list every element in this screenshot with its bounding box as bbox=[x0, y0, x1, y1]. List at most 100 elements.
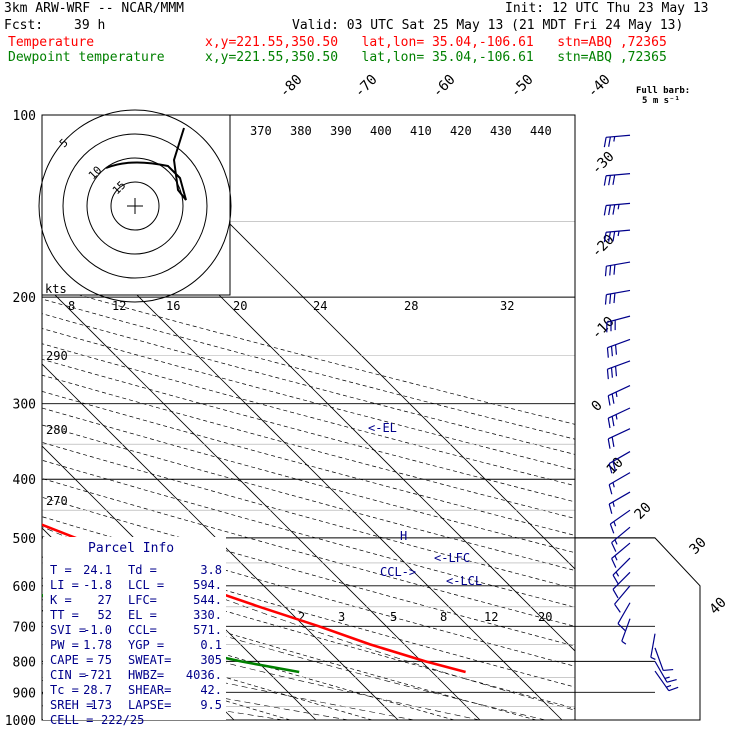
mixing-ratio-label: 8 bbox=[440, 610, 447, 624]
barb-staff bbox=[612, 571, 631, 590]
barb-flag bbox=[614, 539, 618, 545]
barb-flag bbox=[613, 293, 616, 304]
pressure-tick-label: 100 bbox=[13, 109, 36, 124]
wind-barb bbox=[608, 472, 631, 495]
barb-staff bbox=[609, 509, 631, 525]
model-title: 3km ARW-WRF -- NCAR/MMM bbox=[4, 1, 185, 16]
barb-flag bbox=[609, 523, 615, 534]
parcel-label: LI = bbox=[50, 578, 79, 592]
parcel-value: 594. bbox=[193, 578, 222, 592]
parcel-label: SWEAT= bbox=[128, 653, 171, 667]
parcel-value: -1.8 bbox=[83, 578, 112, 592]
barb-flag bbox=[612, 588, 619, 599]
barb-flag bbox=[603, 232, 607, 243]
barb-staff bbox=[606, 229, 631, 233]
wind-barb bbox=[612, 557, 631, 585]
barb-flag bbox=[612, 574, 619, 585]
parcel-value: 24.1 bbox=[83, 563, 112, 577]
pressure-tick-label: 400 bbox=[13, 473, 36, 488]
barb-staff bbox=[606, 202, 631, 207]
init-time: Init: 12 UTC Thu 23 May 13 bbox=[505, 1, 709, 16]
parcel-value: 305 bbox=[200, 653, 222, 667]
temperature-location: x,y=221.55,350.50 lat,lon= 35.04,-106.61… bbox=[205, 35, 667, 50]
barb-flag bbox=[612, 461, 617, 472]
parcel-label: YGP = bbox=[128, 638, 164, 652]
wind-barb bbox=[606, 360, 631, 380]
parcel-value: 173 bbox=[90, 698, 112, 712]
barb-flag bbox=[664, 676, 670, 679]
isotherm-label: -10 bbox=[589, 314, 618, 343]
barb-flag bbox=[607, 438, 611, 449]
theta-e-label: 420 bbox=[450, 124, 472, 138]
barb-flag bbox=[663, 668, 674, 672]
speed-tick-label: 12 bbox=[112, 299, 126, 313]
parcel-title: Parcel Info bbox=[88, 541, 174, 556]
parcel-label: CIN = bbox=[50, 668, 86, 682]
pressure-tick-label: 1000 bbox=[5, 714, 36, 729]
barb-staff bbox=[606, 289, 631, 296]
speed-tick-label: 20 bbox=[233, 299, 247, 313]
wind-barb bbox=[606, 315, 631, 333]
wind-barb bbox=[611, 526, 631, 552]
parcel-value: 27 bbox=[98, 593, 112, 607]
parcel-label: Tc = bbox=[50, 683, 79, 697]
barb-flag bbox=[603, 137, 607, 148]
wind-barb bbox=[654, 661, 677, 683]
pressure-tick-label: 800 bbox=[13, 655, 36, 670]
barb-note-line2: 5 m s⁻¹ bbox=[642, 96, 680, 106]
barb-staff bbox=[607, 407, 631, 419]
parcel-label: LAPSE= bbox=[128, 698, 171, 712]
parcel-value: 3.8 bbox=[200, 563, 222, 577]
barb-flag bbox=[606, 347, 609, 358]
forecast-hour: 39 h bbox=[74, 18, 106, 33]
parcel-label: Td = bbox=[128, 563, 157, 577]
hodograph-kts-label: kts bbox=[45, 282, 67, 296]
barb-flag bbox=[608, 503, 613, 514]
wind-barb bbox=[612, 571, 631, 599]
parcel-info-panel: Parcel Info T = 24.1 Td = 3.8 LI = -1.8 LCL = 59… bbox=[43, 537, 226, 727]
barb-flag bbox=[608, 231, 611, 242]
speed-tick-label: 24 bbox=[313, 299, 327, 313]
parcel-value: 9.5 bbox=[200, 698, 222, 712]
barb-flag bbox=[608, 463, 613, 474]
parcel-value: 330. bbox=[193, 608, 222, 622]
barb-note-line1: Full barb: bbox=[636, 86, 690, 96]
theta-label: 290 bbox=[46, 349, 68, 363]
wind-barb bbox=[603, 173, 631, 186]
hodograph-ring bbox=[110, 181, 160, 231]
barb-flag bbox=[615, 571, 620, 577]
barb-flag bbox=[615, 391, 618, 398]
wind-barbs bbox=[603, 134, 679, 692]
speed-tick-label: 8 bbox=[68, 299, 75, 313]
barb-flag bbox=[614, 555, 618, 561]
ccl-marker: CCL-> bbox=[380, 565, 416, 579]
hwbz-marker: H bbox=[400, 529, 407, 543]
barb-note: Full barb: 5 m s⁻¹ bbox=[636, 86, 690, 106]
isotherm-label: 0 bbox=[589, 398, 606, 415]
plot-frame bbox=[41, 114, 576, 721]
pressure-tick-label: 300 bbox=[13, 398, 36, 413]
parcel-value: -721 bbox=[83, 668, 112, 682]
theta-e-label: 440 bbox=[530, 124, 552, 138]
wind-barb bbox=[603, 134, 631, 148]
barb-staff bbox=[611, 526, 631, 544]
lcl-marker: <-LCL bbox=[446, 574, 482, 588]
parcel-value: -1.0 bbox=[83, 623, 112, 637]
parcel-label: SHEAR= bbox=[128, 683, 171, 697]
barb-flag bbox=[610, 346, 613, 357]
parcel-label: K = bbox=[50, 593, 72, 607]
barb-staff bbox=[611, 542, 631, 559]
barb-flag bbox=[607, 418, 611, 429]
barb-staff bbox=[621, 618, 631, 642]
barb-flag bbox=[611, 542, 617, 552]
barb-flag bbox=[608, 175, 611, 186]
parcel-label: EL = bbox=[128, 608, 157, 622]
barb-flag bbox=[650, 656, 656, 660]
pressure-tick-label: 900 bbox=[13, 686, 36, 701]
wind-barb bbox=[654, 670, 679, 692]
isotherm-label: -70 bbox=[352, 72, 381, 101]
barb-staff bbox=[606, 173, 631, 177]
dewpoint-location: x,y=221.55,350.50 lat,lon= 35.04,-106.61… bbox=[205, 50, 667, 65]
